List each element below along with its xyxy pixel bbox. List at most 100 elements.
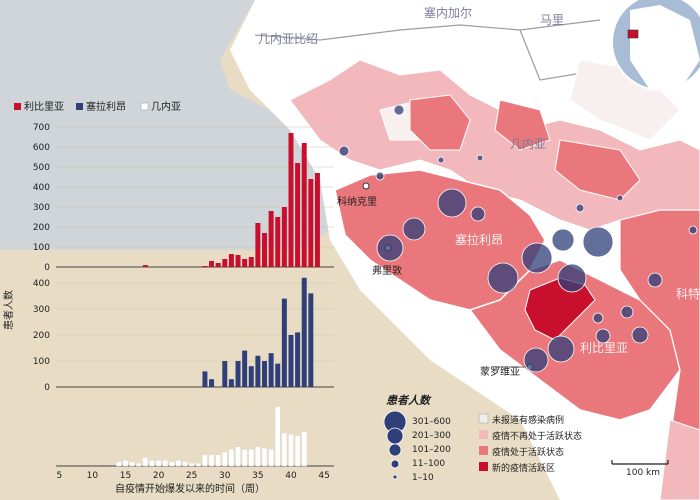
label-monrovia: 蒙罗维亚 [480,365,520,378]
bar [241,449,248,467]
bar [268,211,274,267]
chart-legend-swatch-guinea [140,102,149,111]
legend-title: 患者人数 [386,394,432,407]
y-tick-label: 100 [33,243,50,253]
inset-africa [630,5,700,90]
bar [242,259,248,267]
bar [169,461,175,467]
bar [301,143,307,267]
y-tick-label: 400 [33,279,50,289]
y-tick-label: 500 [33,163,50,173]
x-tick-label: 15 [120,471,131,481]
legend-bubble-s [390,459,400,469]
bubble [592,312,604,324]
y-tick-label: 100 [33,357,50,367]
ivory-coast-inactive [659,419,700,500]
bubble [523,347,549,373]
ivory-coast [619,209,700,451]
x-tick-label: 30 [219,471,231,481]
y-tick-label: 0 [44,383,50,393]
legend-swatch-no-cases [478,413,489,424]
y-tick-label: 700 [33,123,50,133]
bar [142,265,148,267]
bubble [376,234,404,262]
bar [295,163,301,267]
bar [162,460,168,467]
legend-bubble-label: 101–200 [412,445,451,455]
bar [255,355,261,387]
bar [281,432,288,467]
legend-bubble-label: 1–10 [412,473,434,483]
bar [228,254,234,267]
bar [122,460,129,467]
bar [175,460,182,467]
bar [268,449,274,467]
senegal-border [254,19,601,41]
bar [189,463,195,467]
x-tick-label: 35 [252,471,263,481]
chart-xlabel: 自疫情开始爆发以来的时间（周） [115,482,265,495]
bar [142,457,149,467]
bubble [338,145,350,157]
label-mali: 马里 [540,13,564,27]
legend-bubbles [383,410,407,480]
bubble [551,228,575,252]
x-tick-label: 45 [318,471,329,481]
y-tick-label: 200 [33,223,50,233]
label-guinea: 几内亚 [510,137,546,151]
case-bubbles [338,104,698,373]
bar [288,434,294,467]
bubble [521,242,553,274]
bar [136,463,142,467]
y-tick-label: 0 [44,263,50,273]
bar [209,261,215,267]
legend-bubble-label: 301–600 [412,417,451,427]
legend-status-label: 疫情处于活跃状态 [492,446,564,458]
inset-highlight [627,29,639,39]
bar [149,460,155,467]
x-tick-label: 5 [56,471,62,481]
label-sierra-leone: 塞拉利昂 [455,232,503,247]
legend-swatch-inactive [479,430,488,439]
x-tick-label: 20 [153,471,165,481]
bubble [631,326,649,344]
bar [255,223,261,267]
legend-status-label: 未报道有感染病例 [492,414,564,426]
label-conakry: 科纳克里 [337,195,377,208]
bar [301,277,307,387]
bar [235,255,241,267]
bar [222,361,228,387]
city-conakry-dot [362,182,370,190]
chart-legend-sierra-leone: 塞拉利昂 [86,100,126,113]
bar [242,350,248,387]
bar [262,361,267,387]
bar [268,353,274,387]
legend-bubble-label: 11–100 [412,459,445,469]
chart-legend-swatch-liberia [14,103,21,110]
bar [155,460,162,467]
bar [281,207,287,267]
bar [195,463,201,467]
x-tick-label: 40 [285,471,297,481]
bubble [375,171,385,181]
bubble [575,203,585,213]
bar [262,233,267,267]
legend-swatch-active [479,446,488,455]
bubble [547,335,575,363]
bar [294,435,301,467]
bar [288,133,294,267]
bar [275,217,281,267]
bubble [620,305,634,319]
x-tick-label: 10 [87,471,99,481]
bar [222,452,228,467]
ocean [0,0,330,250]
bar [182,461,188,467]
bubble [616,194,624,202]
bar [248,449,254,467]
scale-label: 100 km [626,468,660,478]
label-freetown: 弗里敦 [372,264,402,277]
bubble [647,272,663,288]
bubble [402,217,426,241]
